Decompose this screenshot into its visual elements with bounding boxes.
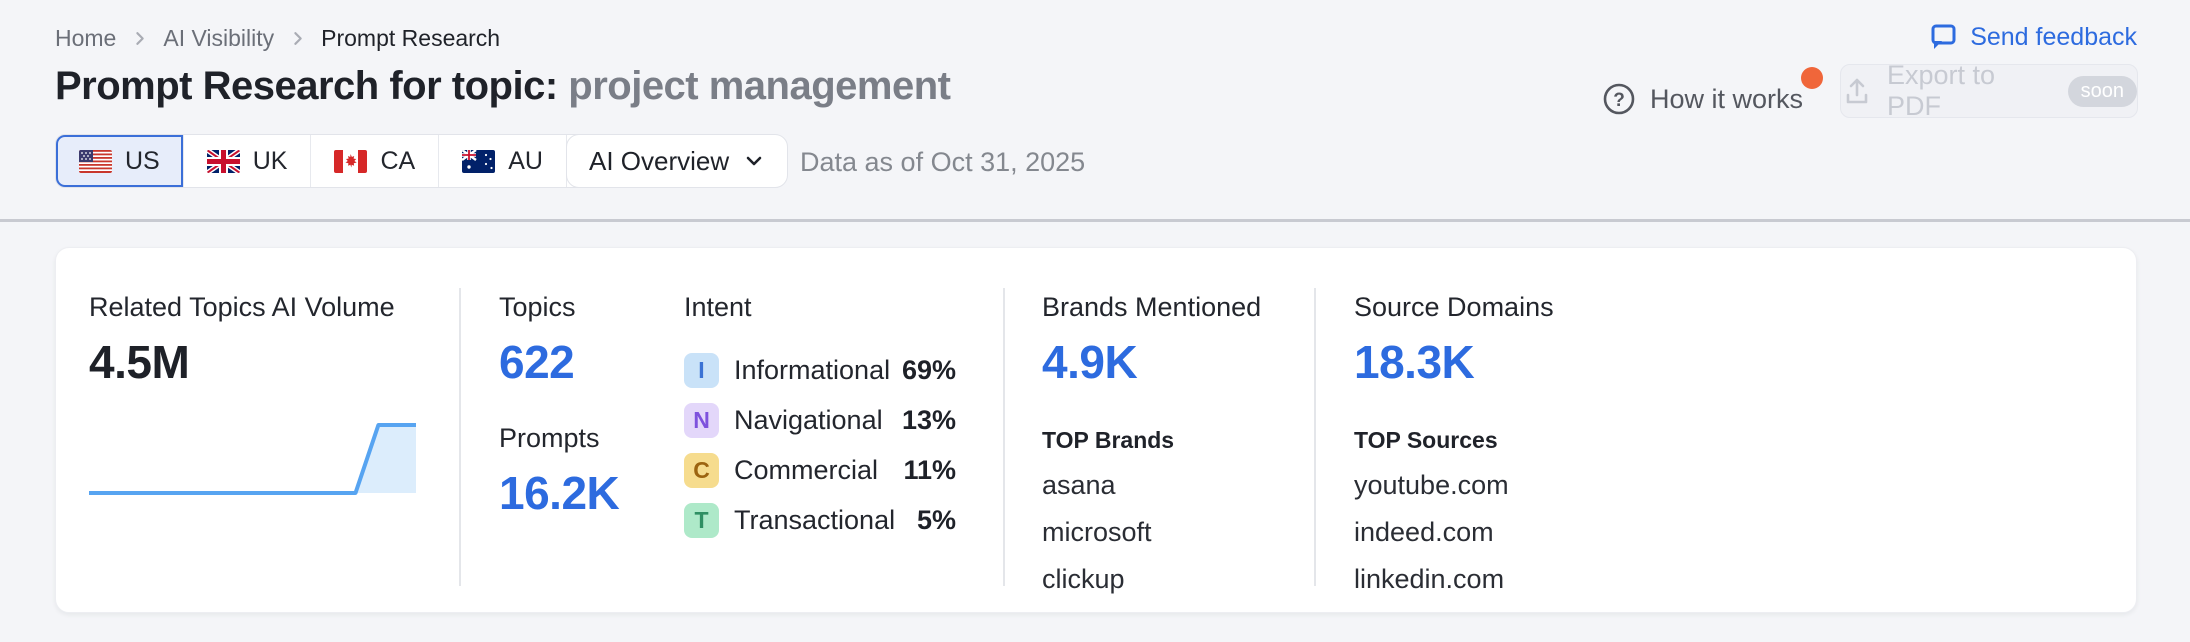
report-type-dropdown[interactable]: AI Overview — [566, 134, 789, 188]
transactional-badge-icon: T — [684, 502, 719, 538]
top-brands-list: asana microsoft clickup — [1042, 470, 1261, 595]
intent-percent: 11% — [903, 454, 956, 485]
intent-name: Navigational — [734, 404, 883, 435]
sources-metric: Source Domains 18.3K TOP Sources youtube… — [1354, 292, 1554, 595]
how-it-works-label: How it works — [1650, 83, 1804, 114]
intent-row-commercial: C Commercial 11% — [684, 445, 956, 495]
chevron-down-icon — [743, 150, 765, 172]
source-item: linkedin.com — [1354, 564, 1505, 594]
send-feedback-label: Send feedback — [1970, 22, 2137, 51]
intent-name: Commercial — [734, 454, 879, 485]
uk-flag-icon — [206, 149, 240, 173]
soon-badge: soon — [2067, 75, 2137, 107]
intent-row-navigational: N Navigational 13% — [684, 395, 956, 445]
page-title-prefix: Prompt Research for topic: — [55, 64, 569, 108]
topics-value[interactable]: 622 — [499, 336, 575, 388]
sparkline-fill — [89, 425, 416, 493]
intent-row-informational: I Informational 69% — [684, 345, 956, 395]
prompts-value[interactable]: 16.2K — [499, 467, 620, 519]
prompts-label: Prompts — [499, 423, 600, 453]
chevron-right-icon — [131, 30, 148, 47]
source-item: youtube.com — [1354, 470, 1509, 500]
brands-label: Brands Mentioned — [1042, 292, 1262, 322]
breadcrumb: Home AI Visibility Prompt Research — [55, 25, 500, 52]
country-selector: US UK CA — [55, 134, 640, 188]
sparkline-line — [89, 423, 416, 495]
intent-metric: Intent I Informational 69% N Navigationa… — [684, 292, 956, 545]
intent-percent: 69% — [901, 354, 956, 385]
breadcrumb-home[interactable]: Home — [55, 25, 117, 51]
top-brands-title: TOP Brands — [1042, 427, 1175, 453]
section-divider — [0, 219, 2190, 222]
intent-percent: 13% — [901, 404, 956, 435]
topics-label: Topics — [499, 292, 576, 322]
country-tab-uk[interactable]: UK — [182, 135, 311, 187]
informational-badge-icon: I — [684, 352, 719, 388]
brand-item: asana — [1042, 470, 1116, 500]
intent-list: I Informational 69% N Navigational 13% C… — [684, 345, 956, 545]
svg-text:?: ? — [1613, 90, 1625, 111]
navigational-badge-icon: N — [684, 402, 719, 438]
related-topics-label: Related Topics AI Volume — [89, 292, 395, 322]
chevron-right-icon — [289, 30, 306, 47]
page-title-topic: project management — [568, 64, 951, 108]
page-title: Prompt Research for topic: project manag… — [55, 64, 951, 109]
breadcrumb-prompt-research: Prompt Research — [321, 25, 501, 51]
intent-row-transactional: T Transactional 5% — [684, 495, 956, 545]
vertical-divider — [459, 288, 461, 586]
breadcrumb-ai-visibility[interactable]: AI Visibility — [163, 25, 275, 51]
country-tab-us[interactable]: US — [56, 135, 183, 187]
top-sources-list: youtube.com indeed.com linkedin.com — [1354, 470, 1554, 595]
country-tab-label: US — [125, 146, 160, 175]
sources-value[interactable]: 18.3K — [1354, 336, 1475, 388]
send-feedback-button[interactable]: Send feedback — [1928, 22, 2137, 52]
intent-name: Transactional — [734, 504, 896, 535]
vertical-divider — [1314, 288, 1316, 586]
country-tab-label: UK — [252, 146, 288, 175]
intent-percent: 5% — [916, 504, 956, 535]
question-circle-icon: ? — [1602, 82, 1636, 116]
brand-item: clickup — [1042, 564, 1125, 594]
commercial-badge-icon: C — [684, 452, 719, 488]
intent-name: Informational — [734, 354, 891, 385]
brands-value[interactable]: 4.9K — [1042, 336, 1138, 388]
upload-icon — [1841, 75, 1873, 107]
notification-dot — [1801, 67, 1824, 89]
data-as-of-label: Data as of Oct 31, 2025 — [800, 147, 1086, 177]
country-tab-au[interactable]: AU — [438, 135, 566, 187]
us-flag-icon — [79, 149, 112, 173]
chat-bubble-icon — [1928, 22, 1958, 52]
export-to-pdf-button[interactable]: Export to PDF soon — [1840, 60, 2138, 121]
country-tab-ca[interactable]: CA — [310, 135, 438, 187]
country-tab-label: CA — [380, 146, 416, 175]
ai-volume-sparkline — [89, 423, 416, 495]
related-topics-value: 4.5M — [89, 336, 190, 388]
source-item: indeed.com — [1354, 517, 1494, 547]
ca-flag-icon — [334, 149, 368, 173]
country-tab-label: AU — [508, 146, 543, 175]
export-to-pdf-label: Export to PDF — [1887, 60, 1996, 121]
top-sources-title: TOP Sources — [1354, 427, 1498, 453]
report-type-value: AI Overview — [589, 145, 730, 176]
vertical-divider — [1003, 288, 1005, 586]
brands-metric: Brands Mentioned 4.9K TOP Brands asana m… — [1042, 292, 1261, 595]
brand-item: microsoft — [1042, 517, 1152, 547]
topics-prompts-metric: Topics 622 Prompts 16.2K — [499, 292, 620, 520]
intent-label: Intent — [684, 292, 752, 322]
summary-card: Related Topics AI Volume 4.5M Topics 622… — [55, 247, 2137, 613]
how-it-works-button[interactable]: ? How it works — [1602, 67, 1824, 116]
related-topics-metric: Related Topics AI Volume 4.5M — [89, 292, 416, 499]
au-flag-icon — [462, 149, 496, 173]
sources-label: Source Domains — [1354, 292, 1554, 322]
